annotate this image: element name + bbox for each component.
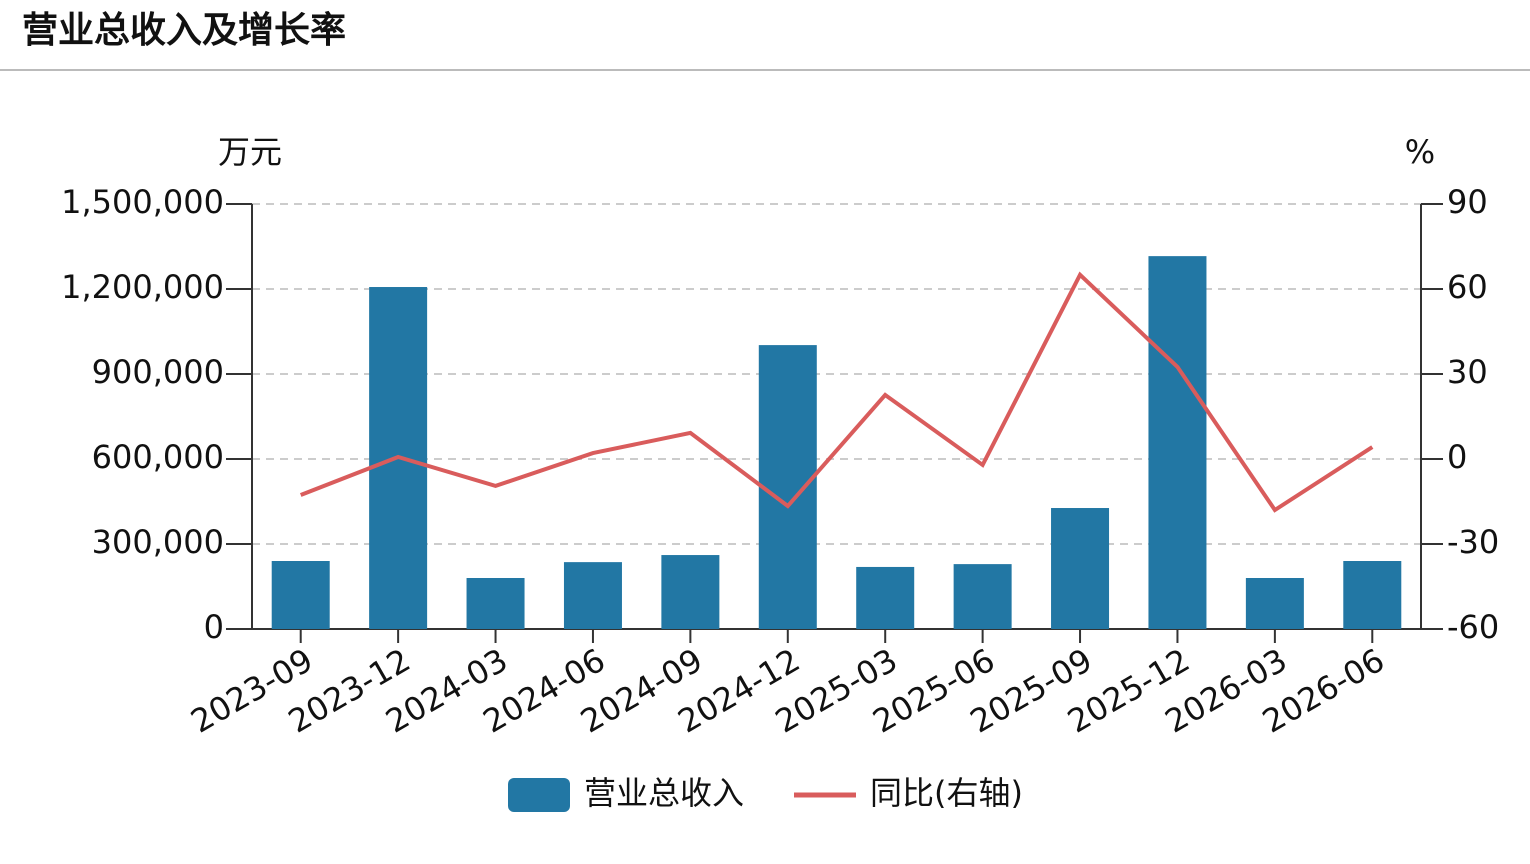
- bar: [953, 564, 1012, 629]
- y2-tick-label: 30: [1447, 353, 1488, 391]
- bar: [1051, 508, 1110, 629]
- y2-tick-label: 90: [1447, 183, 1488, 221]
- bar: [661, 555, 720, 629]
- bar: [758, 345, 817, 629]
- y2-tick-label: 0: [1447, 438, 1467, 476]
- y-axis-label: 万元: [218, 133, 282, 171]
- chart-title: 营业总收入及增长率: [22, 10, 346, 51]
- y2-tick-label: -30: [1447, 523, 1499, 561]
- bar: [1343, 561, 1402, 629]
- bar: [856, 566, 915, 629]
- legend-swatch: [508, 778, 570, 812]
- bar: [563, 562, 622, 629]
- y-tick-label: 1,500,000: [61, 183, 224, 221]
- y-tick-label: 0: [204, 608, 224, 646]
- y-tick-label: 1,200,000: [61, 268, 224, 306]
- y-tick-label: 900,000: [92, 353, 224, 391]
- bar: [466, 578, 525, 629]
- line: [299, 271, 1374, 513]
- y2-axis-label: %: [1405, 133, 1435, 171]
- bar: [1148, 256, 1207, 629]
- y-tick-label: 300,000: [92, 523, 224, 561]
- y2-tick-label: 60: [1447, 268, 1488, 306]
- legend-label: 同比(右轴): [870, 774, 1023, 812]
- legend-label: 营业总收入: [584, 774, 744, 812]
- bar: [1245, 578, 1304, 629]
- y-tick-label: 600,000: [92, 438, 224, 476]
- bar: [271, 561, 330, 629]
- y2-tick-label: -60: [1447, 608, 1499, 646]
